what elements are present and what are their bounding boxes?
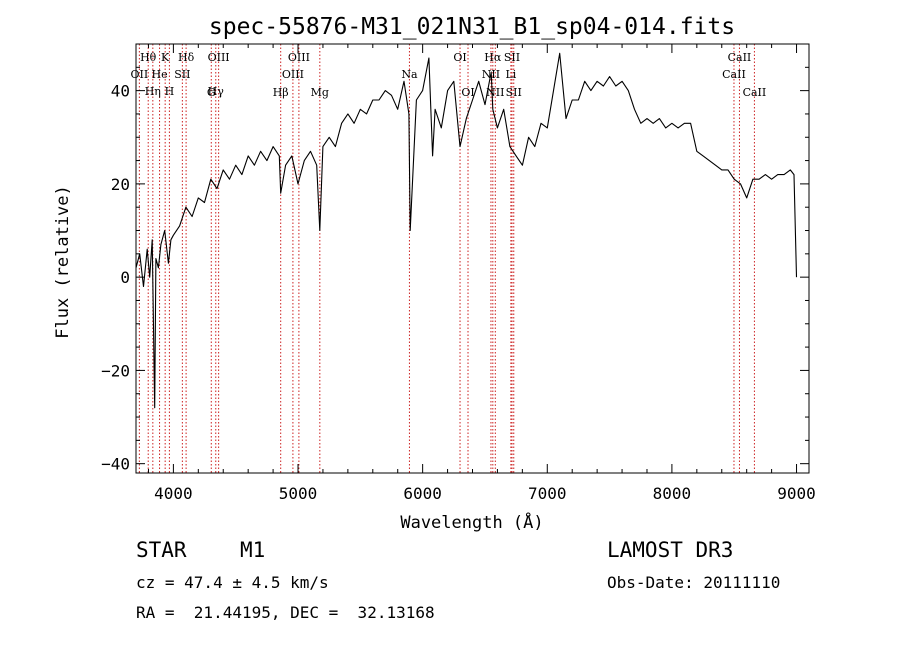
x-tick-label: 4000 <box>154 484 193 503</box>
spectral-line-label: SII <box>504 51 520 64</box>
x-tick-label: 7000 <box>528 484 567 503</box>
survey-name: LAMOST DR3 <box>607 538 734 562</box>
spectral-line-label: Hη <box>145 85 161 98</box>
y-axis-label: Flux (relative) <box>53 185 73 339</box>
spectral-line-label: OIII <box>282 68 304 81</box>
spectral-line-label: OI <box>461 86 474 99</box>
chart-title: spec-55876-M31_021N31_B1_sp04-014.fits <box>209 14 735 40</box>
x-tick-label: 5000 <box>279 484 318 503</box>
spectral-line-label: OIII <box>208 51 230 64</box>
spectral-line-label: He <box>152 68 168 81</box>
x-tick-label: 9000 <box>777 484 816 503</box>
x-tick-label: 6000 <box>403 484 442 503</box>
spectral-line-label: K <box>161 51 170 64</box>
spectral-line-label: OII <box>131 68 149 81</box>
object-class: STAR <box>136 538 187 562</box>
spectral-line-label: Hγ <box>208 85 225 98</box>
x-tick-label: 8000 <box>653 484 692 503</box>
spectral-line-label: Li <box>505 68 516 81</box>
coords-text: RA = 21.44195, DEC = 32.13168 <box>136 603 435 622</box>
spectral-line-label: CaII <box>722 68 746 81</box>
spectral-line-label: OIII <box>288 51 310 64</box>
spectral-line-label: NII <box>486 86 504 99</box>
spectral-line-label: OI <box>453 51 466 64</box>
spectral-line-label: Hδ <box>178 51 195 64</box>
spectral-line-label: G <box>207 86 216 99</box>
x-axis-label: Wavelength (Å) <box>400 511 543 533</box>
spectral-line-label: CaII <box>743 86 767 99</box>
y-tick-label: 40 <box>111 82 130 101</box>
spectral-line-label: CaII <box>728 51 752 64</box>
y-tick-label: −40 <box>101 455 130 474</box>
spectral-line-label: Hα <box>484 51 502 64</box>
spectral-line-label: SII <box>174 68 190 81</box>
spectral-line-label: Mg <box>311 86 329 99</box>
spectral-line-label: SII <box>506 86 522 99</box>
obs-date-text: Obs-Date: 20111110 <box>607 573 781 592</box>
y-tick-label: −20 <box>101 361 130 380</box>
spectral-line-label: Na <box>401 68 418 81</box>
plot-frame <box>135 43 810 474</box>
spectrum-series-line <box>135 52 798 409</box>
spectral-line-label: Hβ <box>273 86 289 99</box>
spectral-line-label: H <box>165 85 175 98</box>
redshift-text: cz = 47.4 ± 4.5 km/s <box>136 573 329 592</box>
spectral-line-label: Hθ <box>140 51 157 64</box>
y-tick-label: 0 <box>120 268 130 287</box>
y-tick-label: 20 <box>111 175 130 194</box>
object-subclass: M1 <box>240 538 266 562</box>
